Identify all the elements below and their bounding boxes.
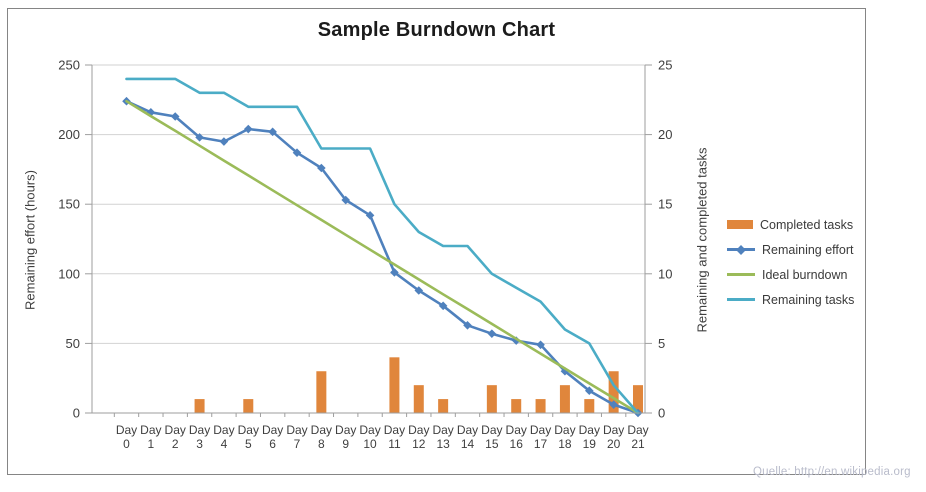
- x-axis-category-label: Day 19: [579, 423, 600, 451]
- remaining-effort-marker-day-12: [414, 286, 424, 295]
- left-axis-tick-label: 0: [73, 406, 80, 421]
- x-axis-category-label: Day 18: [554, 423, 575, 451]
- remaining-effort-marker-day-15: [487, 329, 497, 338]
- remaining-effort-marker-day-2: [170, 112, 180, 121]
- chart-title: Sample Burndown Chart: [317, 19, 556, 41]
- left-axis-tick-label: 150: [58, 197, 80, 212]
- left-axis-tick-label: 250: [58, 58, 80, 73]
- x-axis-category-label: Day 21: [627, 423, 648, 451]
- legend-item-remaining-effort: Remaining effort: [727, 237, 854, 262]
- remaining-effort-marker-day-3: [195, 133, 204, 142]
- legend-label: Remaining tasks: [762, 292, 855, 307]
- x-axis-category-label: Day 14: [457, 423, 478, 451]
- remaining-tasks-line: [125, 77, 640, 415]
- gridlines: [92, 64, 645, 344]
- remaining-effort-swatch-icon: [727, 244, 755, 255]
- completed-tasks-bars: [194, 357, 643, 413]
- completed-tasks-swatch-icon: [727, 220, 753, 229]
- x-axis-category-label: Day 7: [286, 423, 307, 451]
- left-axis-tick-label: 100: [58, 266, 80, 281]
- right-axis-tick-label: 10: [658, 266, 672, 281]
- ideal-burndown-swatch-icon: [727, 273, 755, 276]
- remaining-tasks-swatch-icon: [727, 298, 755, 301]
- x-axis-category-label: Day 11: [384, 423, 405, 451]
- right-axis-tick-label: 15: [658, 197, 672, 212]
- x-axis-category-label: Day 0: [116, 423, 137, 451]
- x-axis-category-label: Day 1: [140, 423, 161, 451]
- remaining-effort-marker-day-19: [584, 386, 594, 396]
- diamond-marker-icon: [736, 244, 746, 255]
- x-axis-category-label: Day 10: [359, 423, 380, 451]
- remaining-effort-marker-day-5: [243, 124, 253, 134]
- remaining-effort-marker-day-6: [268, 127, 277, 137]
- left-axis-tick-label: 50: [66, 336, 80, 351]
- legend-label: Completed tasks: [760, 217, 854, 232]
- completed-tasks-bar-day-13: [438, 399, 449, 413]
- x-axis-category-label: Day 5: [238, 423, 259, 451]
- x-axis-category-label: Day 6: [262, 423, 283, 451]
- remaining-effort-marker-day-8: [317, 163, 326, 173]
- x-axis-category-label: Day 17: [530, 423, 551, 451]
- right-axis-tick-label: 0: [658, 406, 665, 421]
- remaining-effort-marker-day-17: [536, 340, 545, 350]
- completed-tasks-bar-day-15: [486, 385, 497, 413]
- remaining-effort-marker-day-9: [341, 195, 351, 205]
- series-lines: [122, 77, 643, 418]
- x-axis-category-label: Day 3: [189, 423, 210, 451]
- remaining-effort-marker-day-11: [390, 268, 399, 277]
- legend-label: Ideal burndown: [762, 267, 848, 282]
- ideal-burndown-line: [125, 99, 640, 415]
- x-axis-category-label: Day 13: [432, 423, 453, 451]
- x-axis-category-label: Day 4: [213, 423, 234, 451]
- remaining-effort-marker-day-14: [463, 321, 472, 330]
- left-axis-tick-label: 200: [58, 127, 80, 142]
- legend-item-ideal-burndown: Ideal burndown: [727, 262, 854, 287]
- right-axis-tick-label: 25: [658, 58, 672, 73]
- remaining-effort-marker-day-7: [292, 148, 302, 157]
- remaining-effort-marker-day-10: [365, 211, 375, 220]
- completed-tasks-bar-day-20: [608, 371, 619, 413]
- completed-tasks-bar-day-5: [243, 399, 254, 413]
- legend-label: Remaining effort: [762, 242, 854, 257]
- right-axis-tick-label: 5: [658, 336, 665, 351]
- x-axis-category-label: Day 12: [408, 423, 429, 451]
- legend-item-completed-tasks: Completed tasks: [727, 212, 854, 237]
- remaining-effort-marker-day-13: [438, 301, 448, 311]
- axis-lines: [85, 64, 652, 417]
- completed-tasks-bar-day-18: [559, 385, 570, 413]
- x-axis-category-label: Day 16: [506, 423, 527, 451]
- source-credit: Quelle: http://en.wikipedia.org: [753, 466, 911, 478]
- x-axis-category-label: Day 15: [481, 423, 502, 451]
- right-axis-tick-label: 20: [658, 127, 672, 142]
- completed-tasks-bar-day-19: [584, 399, 595, 413]
- completed-tasks-bar-day-8: [316, 371, 327, 413]
- x-axis-category-label: Day 8: [311, 423, 332, 451]
- completed-tasks-bar-day-12: [413, 385, 424, 413]
- x-axis-category-label: Day 9: [335, 423, 356, 451]
- x-axis-category-label: Day 2: [165, 423, 186, 451]
- legend-item-remaining-tasks: Remaining tasks: [727, 287, 854, 312]
- completed-tasks-bar-day-16: [511, 399, 522, 413]
- remaining-effort-marker-day-4: [219, 137, 229, 146]
- remaining-effort-marker-day-20: [609, 400, 618, 409]
- completed-tasks-bar-day-11: [389, 357, 400, 413]
- remaining-effort-line: [125, 99, 640, 415]
- completed-tasks-bar-day-3: [194, 399, 205, 413]
- completed-tasks-bar-day-21: [632, 385, 643, 413]
- completed-tasks-bar-day-17: [535, 399, 546, 413]
- x-axis-category-label: Day 20: [603, 423, 624, 451]
- legend: Completed tasks Remaining effort Ideal b…: [727, 212, 854, 312]
